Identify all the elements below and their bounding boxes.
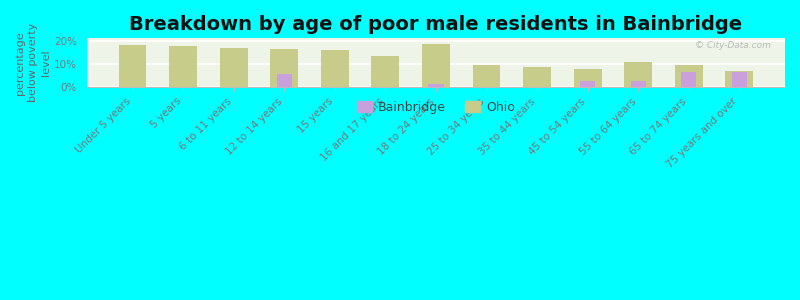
Y-axis label: percentage
below poverty
level: percentage below poverty level [15, 23, 51, 102]
Bar [473, 65, 501, 87]
Bar [681, 72, 697, 87]
Bar [220, 48, 247, 87]
Bar [630, 81, 646, 87]
Bar [371, 56, 399, 87]
Bar [574, 68, 602, 87]
Bar [428, 84, 443, 87]
Bar [675, 65, 702, 87]
Bar [732, 72, 747, 87]
Text: © City-Data.com: © City-Data.com [695, 41, 771, 50]
Title: Breakdown by age of poor male residents in Bainbridge: Breakdown by age of poor male residents … [130, 15, 742, 34]
Bar [270, 49, 298, 87]
Bar [118, 45, 146, 87]
Bar [580, 81, 595, 87]
Bar [624, 62, 652, 87]
Legend: Bainbridge, Ohio: Bainbridge, Ohio [352, 96, 520, 119]
Bar [726, 71, 754, 87]
Bar [170, 46, 197, 87]
Bar [523, 67, 551, 87]
Bar [321, 50, 349, 87]
Bar [277, 74, 292, 87]
Bar [422, 44, 450, 87]
